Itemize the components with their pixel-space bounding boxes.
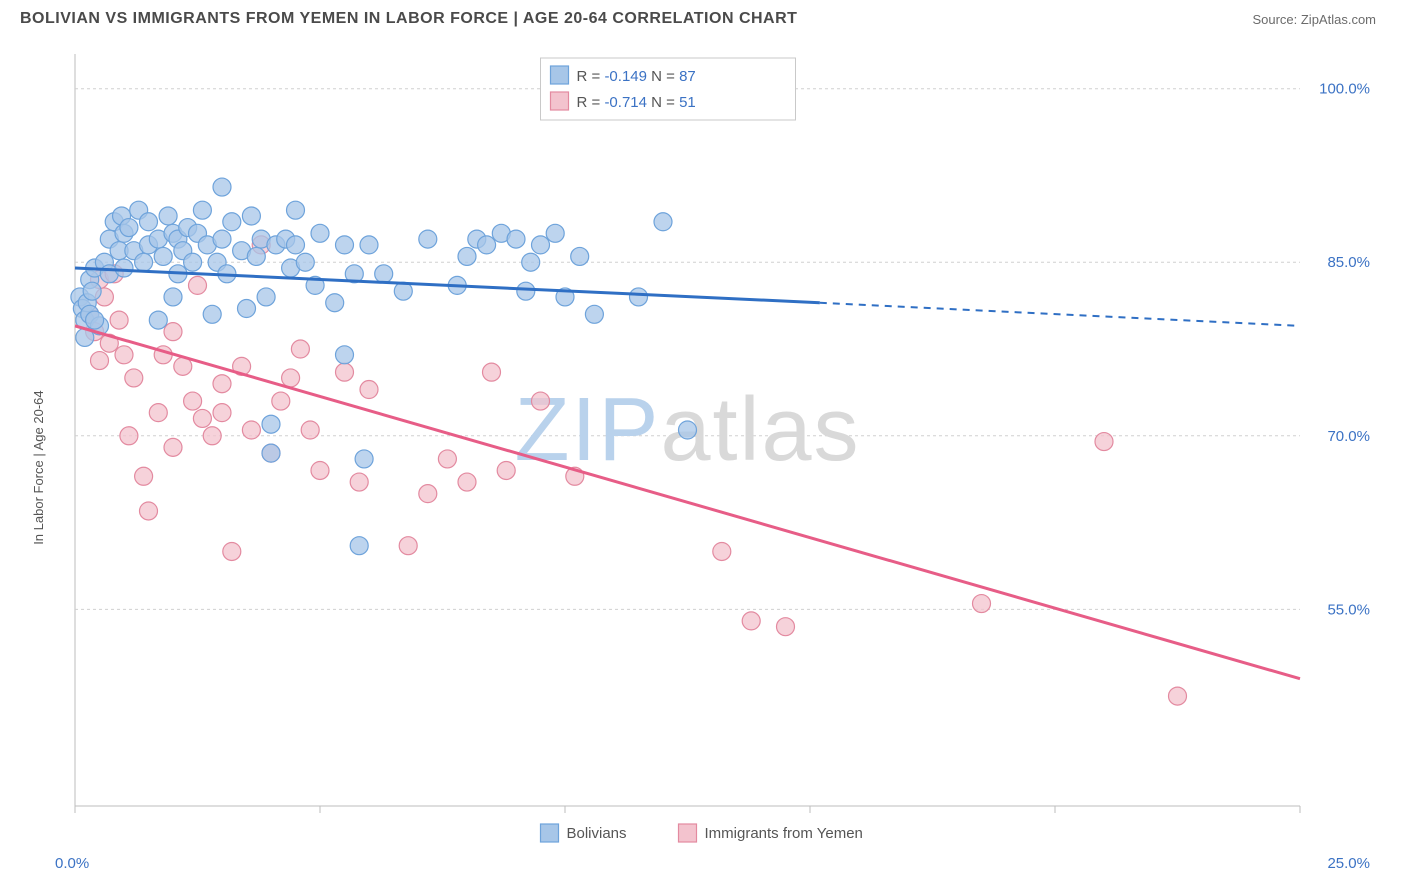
- chart-title: BOLIVIAN VS IMMIGRANTS FROM YEMEN IN LAB…: [20, 10, 797, 28]
- svg-text:70.0%: 70.0%: [1327, 428, 1370, 445]
- chart-header: BOLIVIAN VS IMMIGRANTS FROM YEMEN IN LAB…: [0, 0, 1406, 36]
- svg-text:25.0%: 25.0%: [1327, 855, 1370, 872]
- svg-text:55.0%: 55.0%: [1327, 601, 1370, 618]
- svg-text:0.0%: 0.0%: [55, 855, 89, 872]
- svg-text:85.0%: 85.0%: [1327, 254, 1370, 271]
- svg-text:R = -0.149 N = 87: R = -0.149 N = 87: [577, 68, 696, 85]
- svg-text:100.0%: 100.0%: [1319, 81, 1370, 98]
- chart-source: Source: ZipAtlas.com: [1252, 12, 1376, 27]
- svg-text:Immigrants from Yemen: Immigrants from Yemen: [705, 825, 863, 842]
- chart-container: 55.0% 70.0% 85.0% 100.0% 0.0% 25.0% In Labor F…: [20, 36, 1386, 884]
- svg-text:In Labor Force | Age 20-64: In Labor Force | Age 20-64: [31, 390, 46, 544]
- scatter-chart: 55.0% 70.0% 85.0% 100.0% 0.0% 25.0% In Labor F…: [20, 36, 1386, 884]
- svg-text:R = -0.714 N = 51: R = -0.714 N = 51: [577, 94, 696, 111]
- svg-text:Bolivians: Bolivians: [567, 825, 627, 842]
